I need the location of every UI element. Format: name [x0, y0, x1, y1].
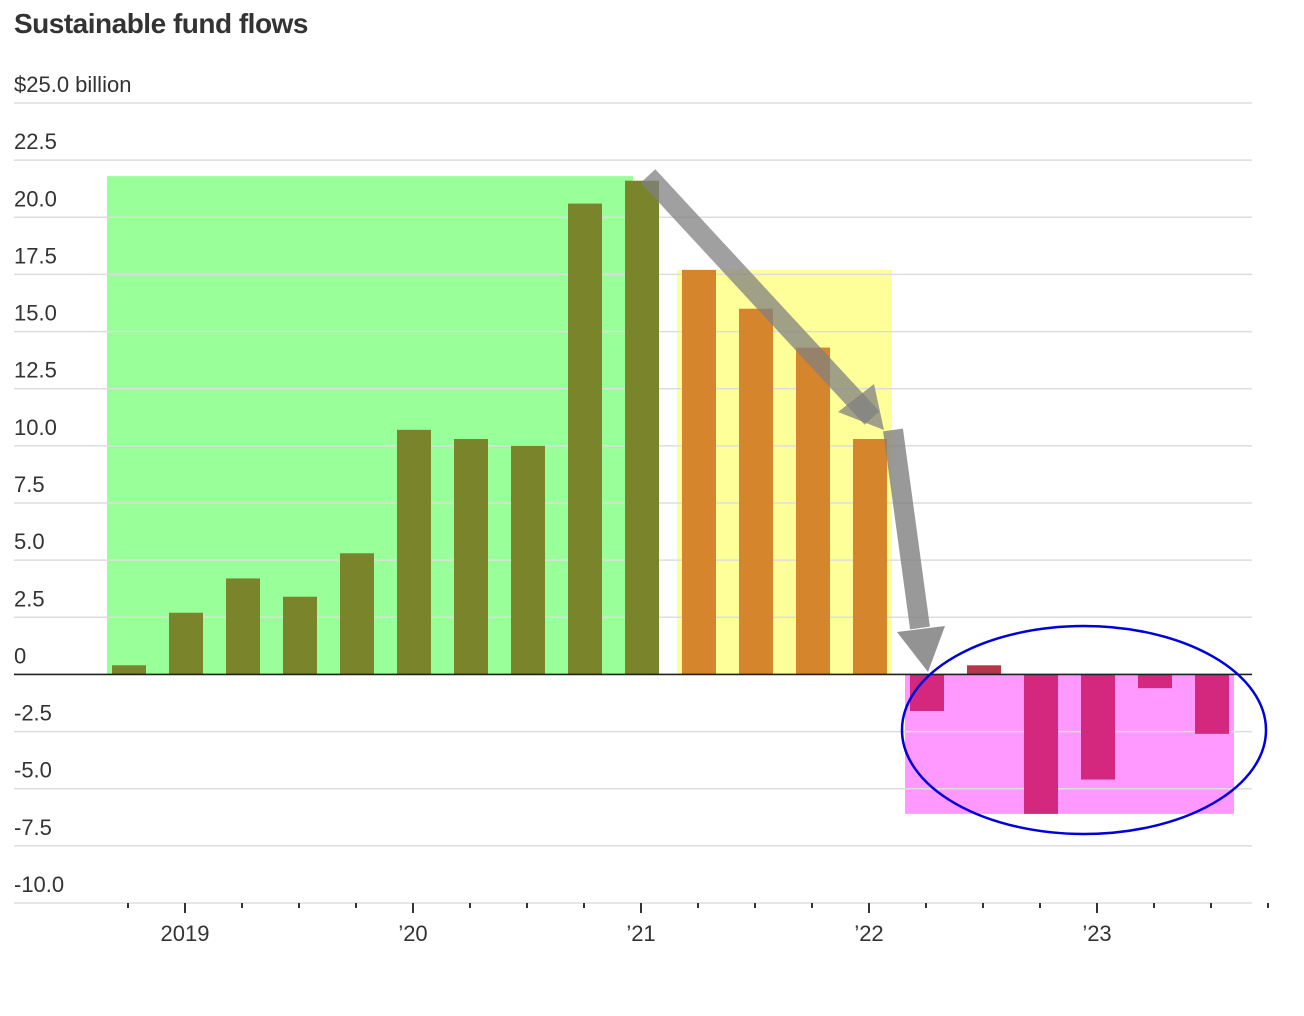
bar [568, 203, 602, 675]
bar [283, 596, 317, 675]
bar [454, 439, 488, 675]
y-tick-label: 7.5 [14, 472, 45, 497]
chart-title: Sustainable fund flows [14, 8, 308, 39]
bar [226, 578, 260, 675]
bar [625, 180, 659, 675]
y-tick-label: -2.5 [14, 701, 52, 726]
bar [910, 674, 944, 711]
highlight-ellipse [900, 624, 1268, 836]
y-tick-label: 2.5 [14, 586, 45, 611]
highlight-region [905, 674, 1234, 814]
bar [739, 308, 773, 675]
bar [1024, 674, 1058, 814]
bar [340, 553, 374, 675]
y-tick-label: 12.5 [14, 358, 57, 383]
bar [1138, 674, 1172, 689]
y-tick-label: 20.0 [14, 186, 57, 211]
arrow-head [838, 384, 884, 430]
bar [397, 429, 431, 675]
y-tick-label: 5.0 [14, 529, 45, 554]
bar [1195, 674, 1229, 734]
bar [682, 269, 716, 675]
y-tick-label: 17.5 [14, 243, 57, 268]
y-tick-label: 10.0 [14, 415, 57, 440]
x-tick-label: ’20 [398, 921, 427, 946]
x-axis [14, 673, 1269, 913]
arrow-head [897, 626, 945, 672]
bar [853, 439, 887, 675]
bar [169, 612, 203, 675]
arrow-shaft [640, 169, 880, 425]
y-tick-label: 15.0 [14, 301, 57, 326]
bar [112, 665, 146, 675]
highlight-regions [107, 176, 1234, 814]
x-tick-label: 2019 [161, 921, 210, 946]
y-tick-label: -7.5 [14, 815, 52, 840]
bar [967, 665, 1001, 675]
y-tick-label: 0 [14, 643, 26, 668]
y-axis-tick-labels: $25.0 billion 22.5 20.0 17.5 15.0 12.5 10.0 7.5… [14, 72, 131, 897]
x-tick-label: ’23 [1082, 921, 1111, 946]
bars [112, 180, 1229, 814]
y-tick-label: -5.0 [14, 758, 52, 783]
y-tick-label: 22.5 [14, 129, 57, 154]
x-tick-label: ’21 [626, 921, 655, 946]
x-axis-tick-labels: 2019 ’20 ’21 ’22 ’23 [161, 921, 1112, 946]
bar [1081, 674, 1115, 780]
y-tick-label: -10.0 [14, 872, 64, 897]
arrow-shaft [883, 428, 930, 630]
annotations [640, 169, 1268, 836]
y-tick-label: $25.0 billion [14, 72, 131, 97]
bar [511, 445, 545, 675]
bar [796, 347, 830, 675]
x-tick-label: ’22 [854, 921, 883, 946]
